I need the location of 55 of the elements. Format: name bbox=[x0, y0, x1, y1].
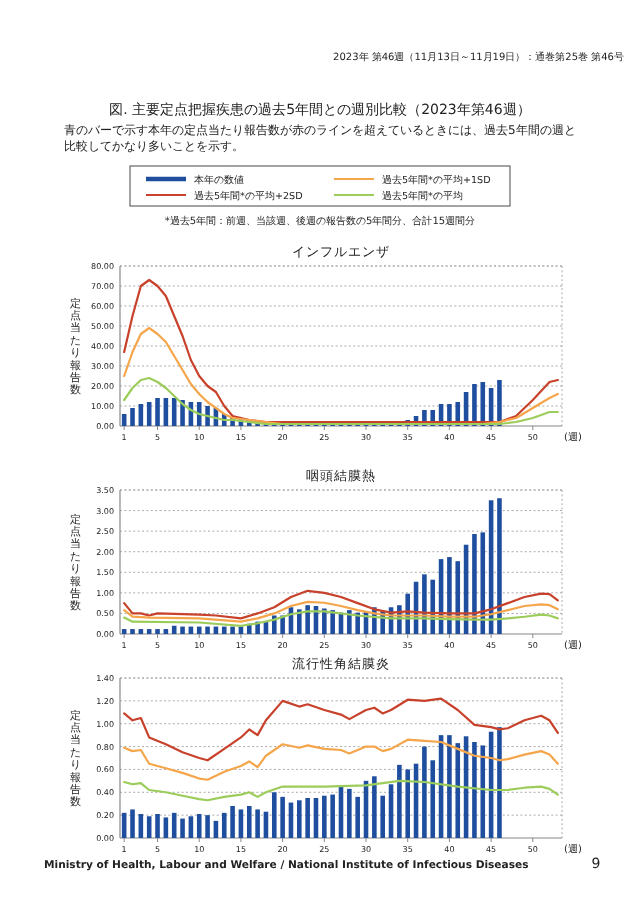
bar bbox=[171, 812, 177, 838]
bar bbox=[480, 532, 486, 634]
bar bbox=[171, 625, 177, 634]
bar bbox=[171, 398, 177, 426]
bar bbox=[397, 764, 402, 838]
line-series bbox=[123, 600, 559, 623]
bar bbox=[196, 626, 202, 634]
bar bbox=[130, 408, 135, 426]
bar bbox=[497, 727, 502, 838]
bar bbox=[322, 795, 327, 838]
bar bbox=[297, 800, 302, 838]
bar bbox=[330, 610, 335, 634]
bar bbox=[221, 626, 227, 634]
bar bbox=[230, 626, 235, 634]
bar bbox=[455, 743, 461, 838]
bar bbox=[472, 742, 477, 838]
bar bbox=[280, 796, 285, 838]
bar bbox=[472, 384, 477, 426]
bar bbox=[196, 814, 202, 838]
bar bbox=[180, 626, 185, 634]
bar bbox=[355, 796, 360, 838]
bar bbox=[246, 806, 252, 838]
bar bbox=[372, 776, 377, 838]
bar bbox=[322, 608, 327, 634]
bar bbox=[130, 809, 135, 838]
bar bbox=[472, 534, 477, 634]
bar bbox=[196, 402, 202, 426]
line-series bbox=[123, 610, 559, 627]
bar bbox=[297, 609, 302, 634]
line-series bbox=[123, 589, 559, 620]
bar bbox=[480, 745, 486, 838]
bar bbox=[480, 382, 486, 426]
bar bbox=[205, 815, 210, 838]
line-series bbox=[123, 779, 559, 802]
bar bbox=[155, 814, 160, 838]
bar bbox=[330, 794, 335, 838]
bar bbox=[155, 398, 160, 426]
bar bbox=[180, 818, 185, 838]
bar bbox=[255, 809, 260, 838]
bar bbox=[347, 610, 352, 634]
bar bbox=[230, 806, 235, 838]
bar bbox=[347, 788, 352, 838]
bar bbox=[271, 792, 277, 838]
bar bbox=[205, 626, 210, 634]
bar bbox=[221, 812, 227, 838]
bar bbox=[305, 798, 310, 838]
bar bbox=[447, 557, 452, 634]
bar bbox=[422, 746, 427, 838]
bar bbox=[497, 498, 502, 634]
line-series bbox=[123, 697, 559, 762]
bar bbox=[497, 380, 502, 426]
bar bbox=[305, 605, 310, 634]
line-series bbox=[123, 738, 559, 781]
bar bbox=[447, 735, 452, 838]
bar bbox=[405, 769, 411, 838]
